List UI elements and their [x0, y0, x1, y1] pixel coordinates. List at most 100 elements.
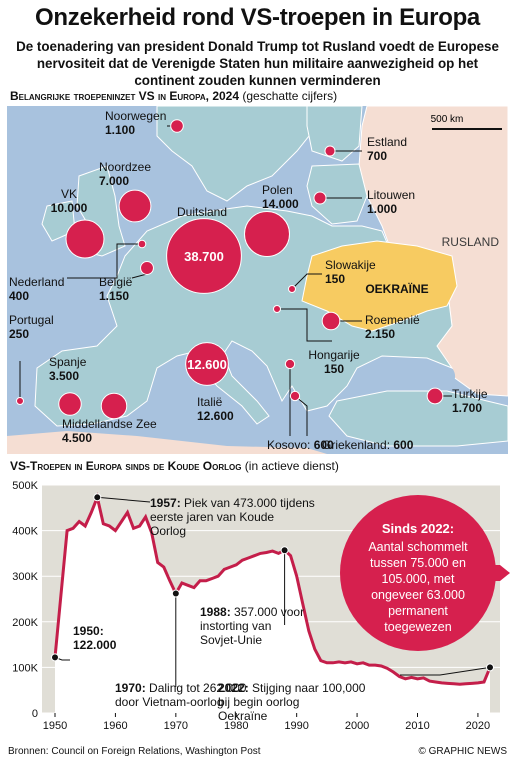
x-tick-label: 1970: [164, 720, 188, 732]
deployment-name: Spanje: [49, 355, 87, 369]
marker-noorwegen: [170, 119, 184, 133]
russia-label: RUSLAND: [442, 235, 500, 249]
marker-slowakije: [288, 285, 296, 293]
x-tick-label: 2020: [466, 720, 490, 732]
marker-noordzee: [118, 189, 152, 223]
deployment-name: VK: [61, 187, 77, 201]
page-title: Onzekerheid rond VS-troepen in Europa: [35, 4, 480, 31]
deployment-name: Estland: [367, 135, 407, 149]
troops-line: [53, 492, 492, 686]
x-tick-label: 2010: [405, 720, 429, 732]
deployment-name: Roemenië: [365, 313, 420, 327]
deployment-value: 1.700: [452, 401, 482, 415]
y-tick-label: 0: [32, 708, 38, 720]
callout-text-line: 105.000, met: [382, 572, 455, 586]
deployment-name: Portugal: [9, 313, 54, 327]
callout-title: Sinds 2022:: [382, 521, 454, 536]
annotation-text: 1957: Piek van 473.000 tijdens eerste jar…: [150, 496, 315, 538]
deployment-value: 12.600: [197, 409, 234, 423]
annotation-point: [486, 663, 494, 672]
since-2022-callout: Sinds 2022: Aantal schommelt tussen 75.000…: [340, 495, 510, 651]
black-sea: [357, 359, 456, 397]
marker-turkije: [426, 387, 444, 405]
marker-middellandsezee: [100, 392, 128, 420]
deployment-value: 150: [325, 272, 345, 286]
deployment-value: 1.150: [99, 289, 129, 303]
y-tick-label: 200K: [12, 617, 38, 629]
deployment-value: 4.500: [62, 431, 92, 445]
marker-duitsland: [166, 218, 242, 294]
annotation-leader: [97, 496, 151, 503]
troops-area: [55, 497, 490, 713]
callout-text-line: toegewezen: [384, 620, 451, 634]
marker-itali: [185, 342, 229, 386]
deployment-name: Noordzee: [99, 160, 151, 174]
marker-nederland: [137, 239, 147, 249]
baltics-land: [306, 163, 368, 225]
deployment-name: Litouwen: [367, 188, 415, 202]
map-section-heading: Belangrijke troepeninzet VS in Europa, 2…: [10, 89, 337, 103]
x-axis-labels: 1950 1960 1970 1980 1990 2000 2010 2020: [43, 720, 490, 732]
x-tick-label: 1950: [43, 720, 67, 732]
marker-portugal: [16, 397, 24, 405]
marker-roemeni: [321, 311, 341, 331]
marker-spanje: [58, 392, 82, 416]
deployment-value: 3.500: [49, 369, 79, 383]
deployment-value: 2.150: [365, 327, 395, 341]
callout-circle: [340, 495, 496, 651]
page-subtitle: De toenadering van president Donald Trum…: [16, 39, 499, 88]
marker-vk: [65, 219, 105, 259]
deployment-name: Hongarije: [308, 348, 360, 362]
deployment-name: Middellandse Zee: [62, 417, 157, 431]
callout-text-line: permanent: [388, 604, 448, 618]
annotation-text: 1970: Daling tot 262.000 door Vietnam-oor…: [115, 681, 247, 709]
deployment-value: 700: [367, 149, 387, 163]
ukraine-label: OEKRAÏNE: [365, 281, 428, 296]
europe-map: 500 km RUSLAND OEKRAÏNE Noorwegen 1.100 No…: [7, 106, 508, 454]
annotation-text: 1988: 357.000 voor instorting van Sovjet-U…: [200, 605, 304, 647]
scale-label: 500 km: [431, 114, 464, 125]
leader-line-11: [277, 308, 332, 342]
leader-line-18: [294, 395, 308, 436]
y-tick-label: 400K: [12, 526, 38, 538]
annotation-text: 2022: Stijging naar 100,000 bij begin oor…: [218, 681, 366, 723]
marker-griekenland: [289, 390, 301, 402]
deployment-label: Griekenland: 600: [322, 438, 414, 452]
callout-text-line: ongeveer 63.000: [371, 588, 465, 602]
deployment-name: Polen: [262, 183, 293, 197]
deployment-name: Duitsland: [177, 205, 227, 219]
annotation-point: [51, 653, 59, 662]
annotation-point: [171, 589, 180, 598]
y-tick-label: 100K: [12, 662, 38, 674]
deployment-label: Kosovo: 600: [267, 438, 334, 452]
chart-heading-text: VS-Troepen in Europa sinds de Koude Oorl…: [10, 459, 242, 473]
credit: © GRAPHIC NEWS: [418, 746, 508, 757]
annotation-leader: [400, 666, 491, 676]
deployment-value: 1.100: [105, 123, 135, 137]
x-tick-label: 1990: [284, 720, 308, 732]
deployment-name: Slowakije: [325, 258, 376, 272]
deployment-value: 150: [324, 362, 344, 376]
marker-hongarije: [273, 305, 281, 313]
map-heading-note: (geschatte cijfers): [242, 89, 338, 103]
marker-polen: [244, 211, 290, 257]
chart-heading-note: (in actieve dienst): [244, 459, 339, 473]
y-tick-label: 300K: [12, 571, 38, 583]
annotation-point: [93, 493, 102, 502]
deployment-name: Noorwegen: [105, 109, 166, 123]
ukraine-land: [301, 240, 458, 332]
marker-kosovo: [284, 358, 296, 370]
marker-value-inner: 12.600: [187, 357, 227, 372]
deployment-value: 10.000: [51, 201, 88, 215]
annotation-point: [280, 546, 289, 555]
callout-text-line: tussen 75.000 en: [370, 556, 466, 570]
marker-estland: [324, 145, 336, 157]
troops-chart: 0 100K 200K 300K 400K 500K 1950 1960 1970 1980 19…: [0, 475, 515, 743]
marker-litouwen: [313, 191, 327, 205]
finland-land: [306, 106, 363, 162]
sources: Bronnen: Council on Foreign Relations, W…: [8, 746, 261, 757]
leader-line-9: [291, 273, 322, 290]
x-tick-label: 1980: [224, 720, 248, 732]
